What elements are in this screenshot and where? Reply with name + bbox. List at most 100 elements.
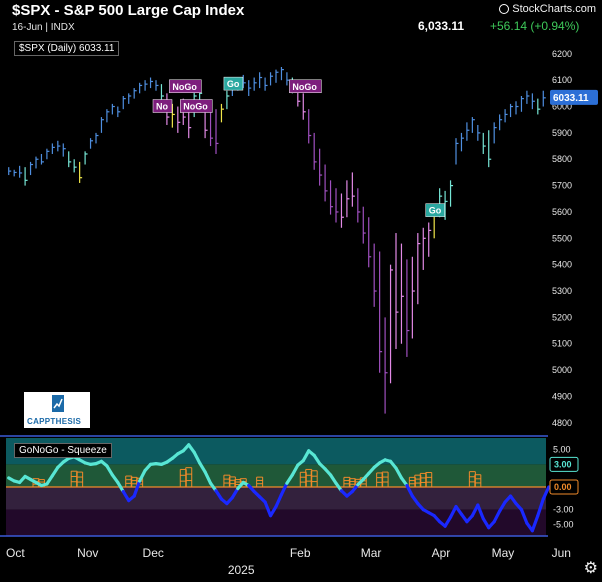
price-tick-label: 5800 bbox=[552, 154, 572, 164]
price-bar bbox=[444, 190, 448, 220]
price-bar bbox=[395, 233, 399, 350]
signal-go: Go bbox=[425, 203, 445, 217]
indicator-legend: GoNoGo - Squeeze bbox=[14, 443, 112, 458]
price-bar bbox=[466, 122, 470, 141]
x-year-label: 2025 bbox=[228, 563, 255, 577]
x-month-label: Apr bbox=[432, 546, 451, 560]
price-bar bbox=[275, 69, 279, 83]
indicator-value-box bbox=[549, 479, 579, 495]
oscillator-segment bbox=[405, 483, 414, 498]
squeeze-mark bbox=[125, 475, 133, 488]
signal-nogo: No bbox=[152, 99, 173, 113]
price-bar bbox=[515, 101, 519, 115]
squeeze-mark bbox=[474, 474, 482, 488]
price-bar bbox=[493, 122, 497, 144]
price-bar bbox=[111, 103, 115, 115]
squeeze-mark bbox=[425, 472, 433, 488]
price-bar bbox=[209, 111, 214, 147]
price-bar bbox=[171, 103, 175, 128]
signal-box bbox=[152, 99, 173, 113]
signal-box bbox=[223, 76, 244, 91]
price-bar bbox=[384, 317, 388, 414]
gear-icon[interactable]: ⚙ bbox=[583, 560, 598, 577]
price-tick-label: 5900 bbox=[552, 128, 572, 138]
signal-box bbox=[180, 99, 213, 113]
price-bar bbox=[177, 106, 181, 133]
x-month-label: Jun bbox=[552, 546, 571, 560]
oscillator-segment bbox=[328, 473, 338, 485]
chart-title: $SPX - S&P 500 Large Cap Index bbox=[12, 2, 245, 19]
logo-mark-icon bbox=[52, 395, 64, 412]
price-bar bbox=[537, 98, 541, 115]
oscillator-segment bbox=[530, 514, 540, 533]
indicator-tick-label: -3.00 bbox=[553, 505, 574, 515]
signal-box bbox=[169, 79, 202, 94]
price-bar bbox=[269, 72, 274, 86]
price-tick-label: 5700 bbox=[552, 181, 572, 191]
squeeze-mark bbox=[76, 471, 84, 488]
price-bar bbox=[346, 180, 350, 218]
oscillator-segment bbox=[394, 466, 404, 480]
price-bar bbox=[509, 103, 514, 118]
brand-text: StockCharts.com bbox=[512, 3, 596, 15]
price-bar bbox=[253, 77, 257, 91]
signal-label: NoGo bbox=[172, 82, 197, 92]
price-bar bbox=[128, 93, 132, 104]
price-bar bbox=[368, 217, 372, 268]
price-bar bbox=[488, 130, 492, 168]
price-bar bbox=[499, 114, 503, 131]
oscillator-segment bbox=[279, 481, 289, 497]
indicator-value-label: 0.00 bbox=[554, 482, 572, 492]
last-price: 6,033.11 bbox=[418, 19, 465, 33]
signal-label: NoGo bbox=[183, 102, 208, 112]
logo-text: CAPPTHESIS bbox=[27, 417, 82, 426]
price-bar bbox=[373, 243, 377, 307]
price-bar bbox=[335, 188, 339, 223]
last-value-label: 6033.11 bbox=[553, 93, 589, 104]
indicator-tick-label: -5.00 bbox=[553, 520, 574, 530]
oscillator-segment bbox=[290, 463, 300, 477]
squeeze-mark bbox=[185, 467, 193, 488]
oscillator-segment bbox=[312, 453, 322, 466]
oscillator-segment bbox=[285, 473, 294, 485]
price-tick-label: 6200 bbox=[552, 49, 572, 59]
x-month-label: Dec bbox=[143, 546, 164, 560]
price-bar bbox=[351, 172, 355, 207]
oscillator-segment bbox=[541, 485, 551, 501]
squeeze-mark bbox=[310, 470, 318, 488]
price-and-indicator-chart[interactable]: 4800 4900 5000 5100 5200 5300 5400 5500 5600 5700… bbox=[0, 38, 602, 582]
signal-box bbox=[425, 203, 445, 217]
oscillator-segment bbox=[274, 492, 284, 509]
price-bar bbox=[308, 109, 312, 144]
price-bar bbox=[471, 117, 475, 133]
price-bar bbox=[422, 227, 426, 270]
oscillator-segment bbox=[263, 500, 273, 518]
oscillator-segment bbox=[198, 461, 207, 474]
price-bar bbox=[220, 103, 224, 123]
price-bar bbox=[46, 148, 50, 160]
price-bar bbox=[248, 80, 252, 96]
price-bar bbox=[106, 109, 110, 123]
last-value-box bbox=[550, 89, 598, 105]
stockcharts-brand[interactable]: StockCharts.com bbox=[499, 3, 596, 15]
price-bar bbox=[160, 84, 164, 102]
price-bar bbox=[379, 251, 383, 373]
indicator-value-badge: 3.00 bbox=[549, 456, 579, 472]
x-month-label: Feb bbox=[290, 546, 311, 560]
signal-label: NoGo bbox=[292, 82, 317, 92]
price-bar bbox=[242, 74, 246, 89]
signal-go: Go bbox=[223, 76, 244, 91]
signal-label: No bbox=[156, 102, 168, 112]
price-bar bbox=[340, 193, 344, 228]
indicator-value-box bbox=[549, 456, 579, 472]
price-bar bbox=[84, 151, 88, 165]
price-bar bbox=[520, 95, 524, 112]
price-bar bbox=[417, 233, 421, 305]
price-bar bbox=[329, 180, 334, 215]
price-bar bbox=[324, 164, 328, 202]
indicator-panel: 5.003.000.00-3.00-5.003.000.00 bbox=[0, 438, 579, 537]
indicator-tick-label: 5.00 bbox=[553, 444, 571, 454]
price-bar bbox=[8, 167, 12, 176]
oscillator-segment bbox=[498, 500, 507, 513]
price-bar bbox=[35, 156, 39, 169]
